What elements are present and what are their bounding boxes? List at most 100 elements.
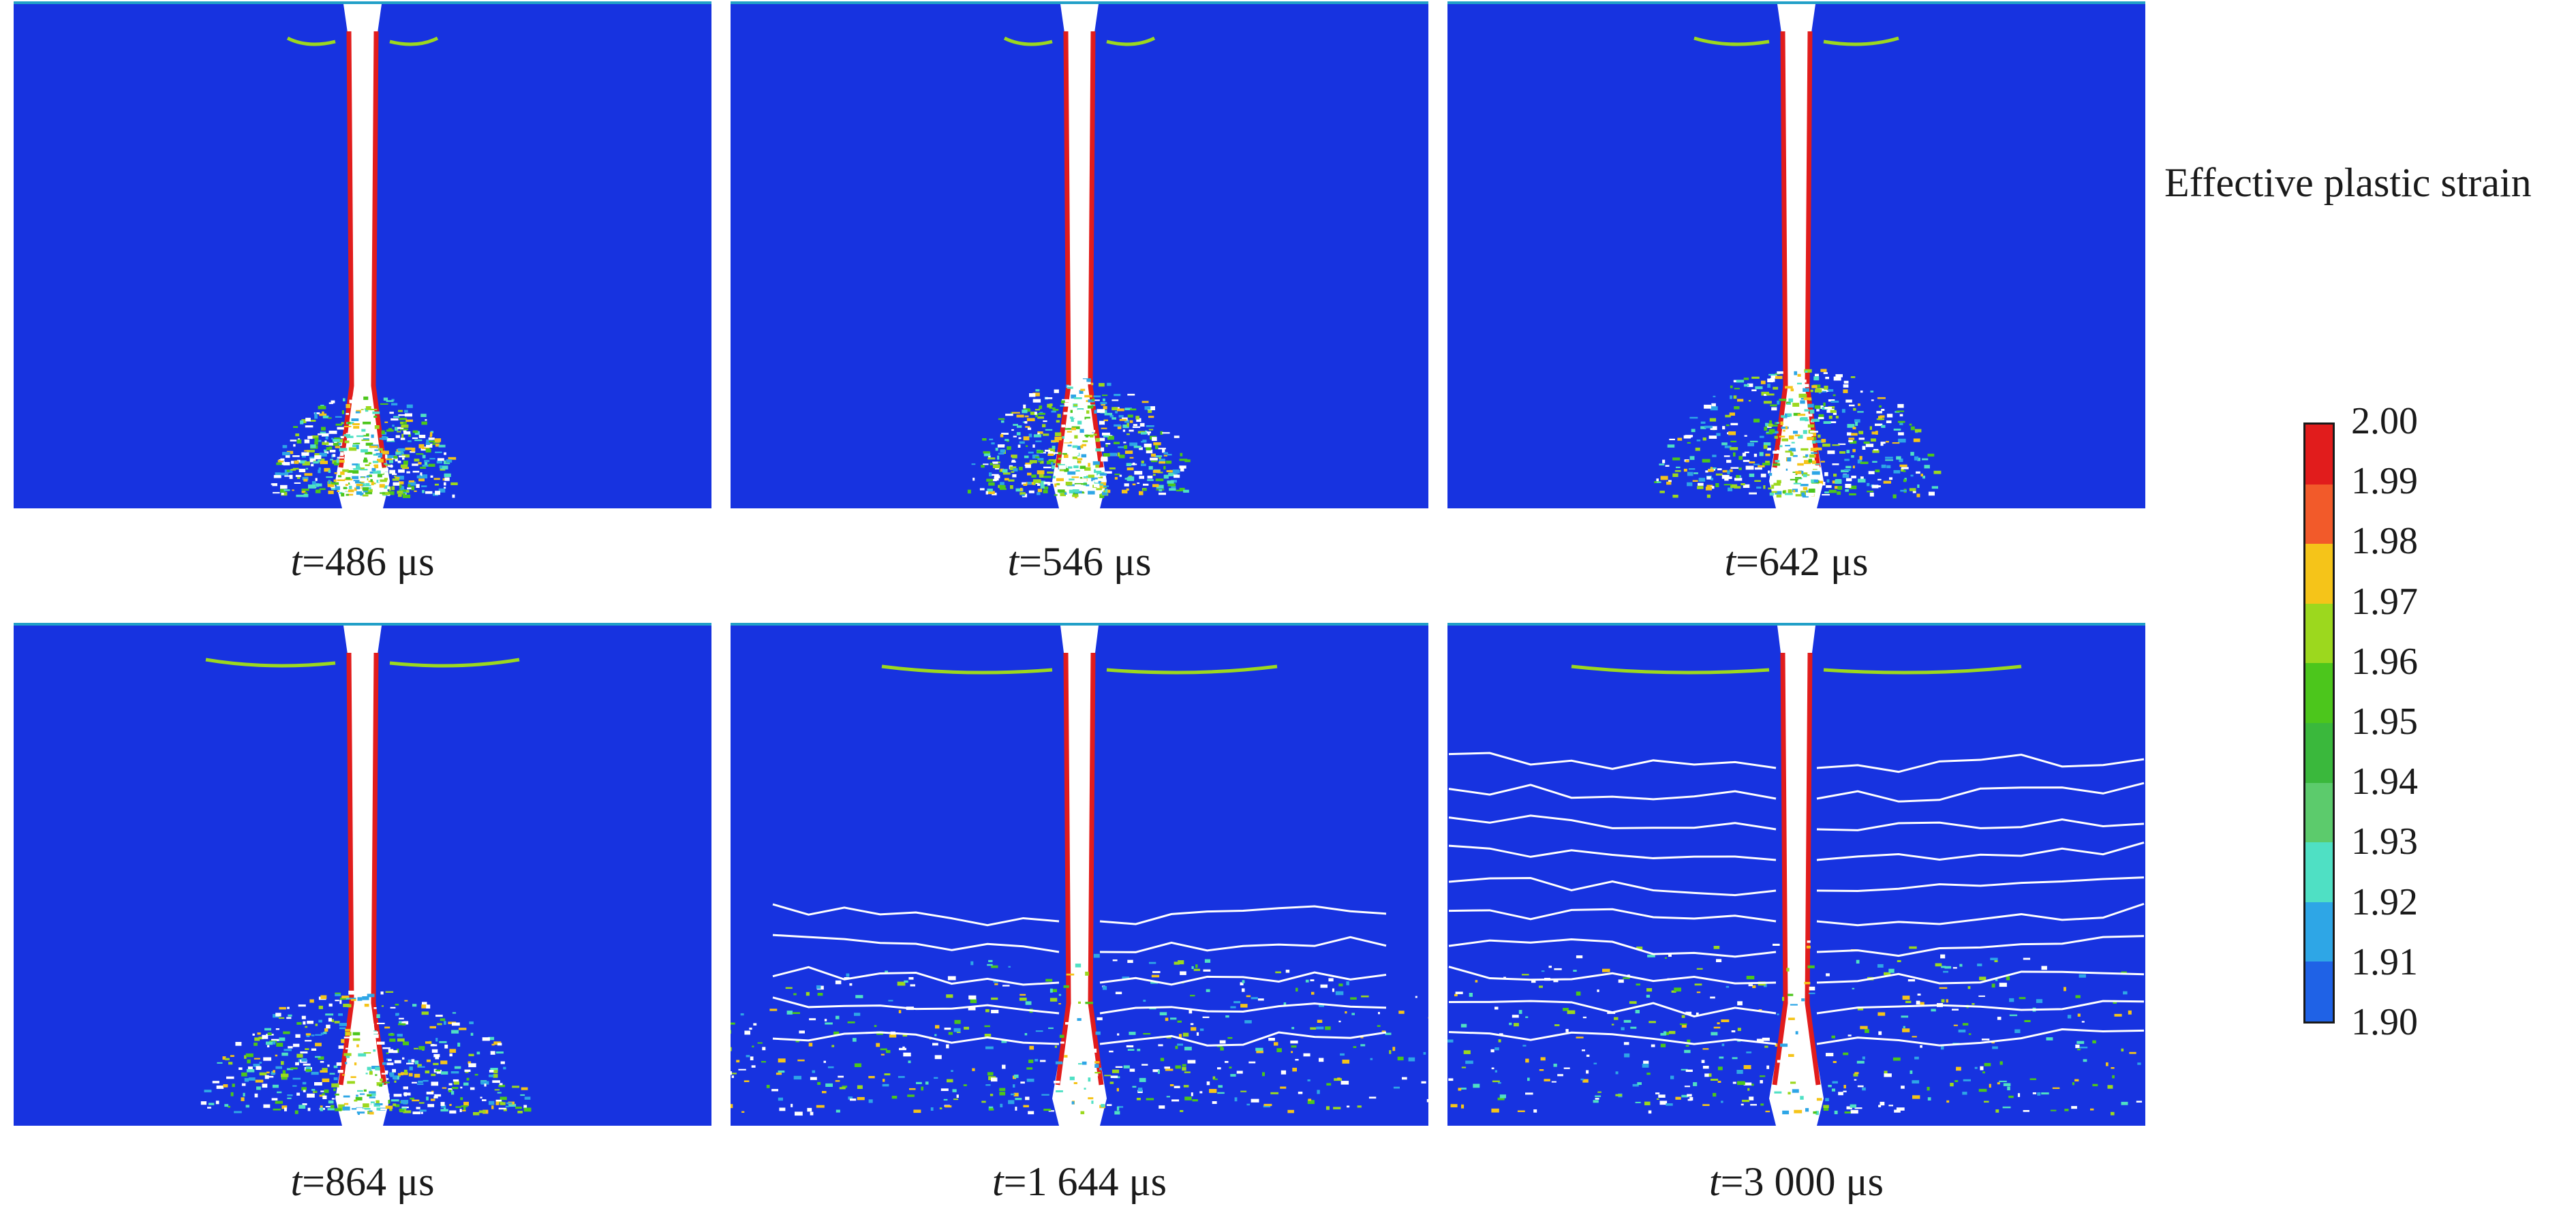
- fragment: [1884, 1071, 1888, 1074]
- fragment: [817, 993, 823, 996]
- fragment: [338, 1013, 343, 1016]
- fragment: [1171, 485, 1176, 489]
- fragment: [352, 463, 358, 465]
- fragment: [1896, 1107, 1905, 1111]
- fragment: [426, 1096, 429, 1101]
- fragment: [300, 420, 304, 425]
- fragment: [288, 1014, 292, 1017]
- fragment: [1148, 409, 1152, 413]
- fragment: [1857, 1085, 1864, 1088]
- fragment: [1338, 983, 1343, 987]
- fragment: [1082, 491, 1085, 494]
- fragment: [1803, 430, 1807, 434]
- fragment: [371, 1093, 376, 1096]
- fragment: [420, 467, 427, 469]
- spall-crack: [205, 658, 336, 668]
- fragment: [1054, 432, 1062, 436]
- fragment: [1554, 1024, 1560, 1026]
- fragment: [1353, 1046, 1357, 1048]
- fragment: [1159, 461, 1165, 464]
- fragment: [1669, 438, 1675, 440]
- fragment: [372, 411, 380, 414]
- spall-crack: [389, 36, 439, 46]
- fragment: [1999, 1080, 2007, 1082]
- fragment: [1766, 433, 1773, 435]
- fragment: [824, 1019, 827, 1021]
- fragment: [1769, 420, 1773, 424]
- fragment: [295, 1034, 301, 1038]
- fragment: [1787, 483, 1795, 486]
- fragment: [1067, 386, 1073, 389]
- fragment: [1090, 404, 1096, 406]
- fragment: [1086, 484, 1090, 487]
- fragment: [1962, 1092, 1967, 1095]
- fragment: [452, 494, 455, 498]
- fragment: [1165, 461, 1172, 464]
- fragment: [1994, 959, 1998, 962]
- fragment: [983, 463, 989, 465]
- fragment: [1158, 457, 1161, 459]
- fragment: [320, 1070, 328, 1073]
- fragment: [371, 1103, 374, 1105]
- fragment: [1143, 1000, 1146, 1002]
- fragment: [907, 1094, 915, 1097]
- fragment: [1818, 480, 1823, 485]
- fragment: [1135, 416, 1139, 420]
- fragment: [1192, 1099, 1198, 1102]
- fragment: [399, 1017, 404, 1019]
- fragment: [1706, 476, 1711, 480]
- fragment: [1122, 429, 1126, 432]
- fragment: [1702, 1104, 1710, 1106]
- fragment: [1015, 1098, 1022, 1101]
- fragment: [388, 1059, 392, 1062]
- fragment: [402, 457, 405, 460]
- fragment: [1077, 408, 1084, 410]
- fragment: [1764, 427, 1768, 431]
- fragment: [1463, 1050, 1471, 1054]
- fragment: [1040, 480, 1045, 485]
- fragment: [337, 490, 340, 492]
- fragment: [995, 448, 998, 451]
- fragment: [1137, 482, 1140, 485]
- fragment: [441, 1105, 446, 1108]
- fragment: [746, 1055, 750, 1058]
- fragment: [1717, 468, 1722, 471]
- fragment: [1184, 1047, 1192, 1051]
- fragment: [1830, 401, 1839, 403]
- fragment: [1059, 1034, 1064, 1039]
- fragment: [1124, 419, 1129, 423]
- fragment: [373, 471, 381, 474]
- fragment: [356, 445, 359, 450]
- fragment: [293, 444, 296, 447]
- fragment: [395, 427, 399, 431]
- colorbar-band: [2305, 484, 2333, 544]
- fragment: [1058, 463, 1065, 466]
- panel-4-caption: t=864 μs: [290, 1159, 435, 1204]
- fragment: [352, 396, 357, 400]
- fragment: [1597, 989, 1599, 992]
- fragment: [1067, 431, 1072, 433]
- fragment: [469, 1021, 474, 1024]
- fragment: [364, 480, 369, 484]
- fragment: [426, 1004, 431, 1009]
- fragment: [1061, 425, 1066, 428]
- fragment: [1868, 471, 1875, 474]
- fragment: [320, 1090, 326, 1092]
- fragment: [392, 478, 399, 481]
- fragment: [290, 1067, 298, 1070]
- fragment: [324, 1028, 328, 1032]
- fragment: [403, 1092, 411, 1096]
- fragment: [225, 1058, 230, 1060]
- fragment: [1002, 469, 1008, 473]
- fragment: [1677, 437, 1683, 441]
- fragment: [1093, 395, 1101, 398]
- fragment: [393, 1050, 398, 1053]
- fragment: [753, 1023, 757, 1026]
- fragment: [348, 489, 354, 493]
- fragment: [1037, 489, 1042, 493]
- fragment: [275, 472, 281, 476]
- fragment: [204, 1090, 212, 1092]
- fragment: [346, 435, 354, 438]
- fragment: [1005, 439, 1009, 442]
- fragment: [326, 442, 333, 446]
